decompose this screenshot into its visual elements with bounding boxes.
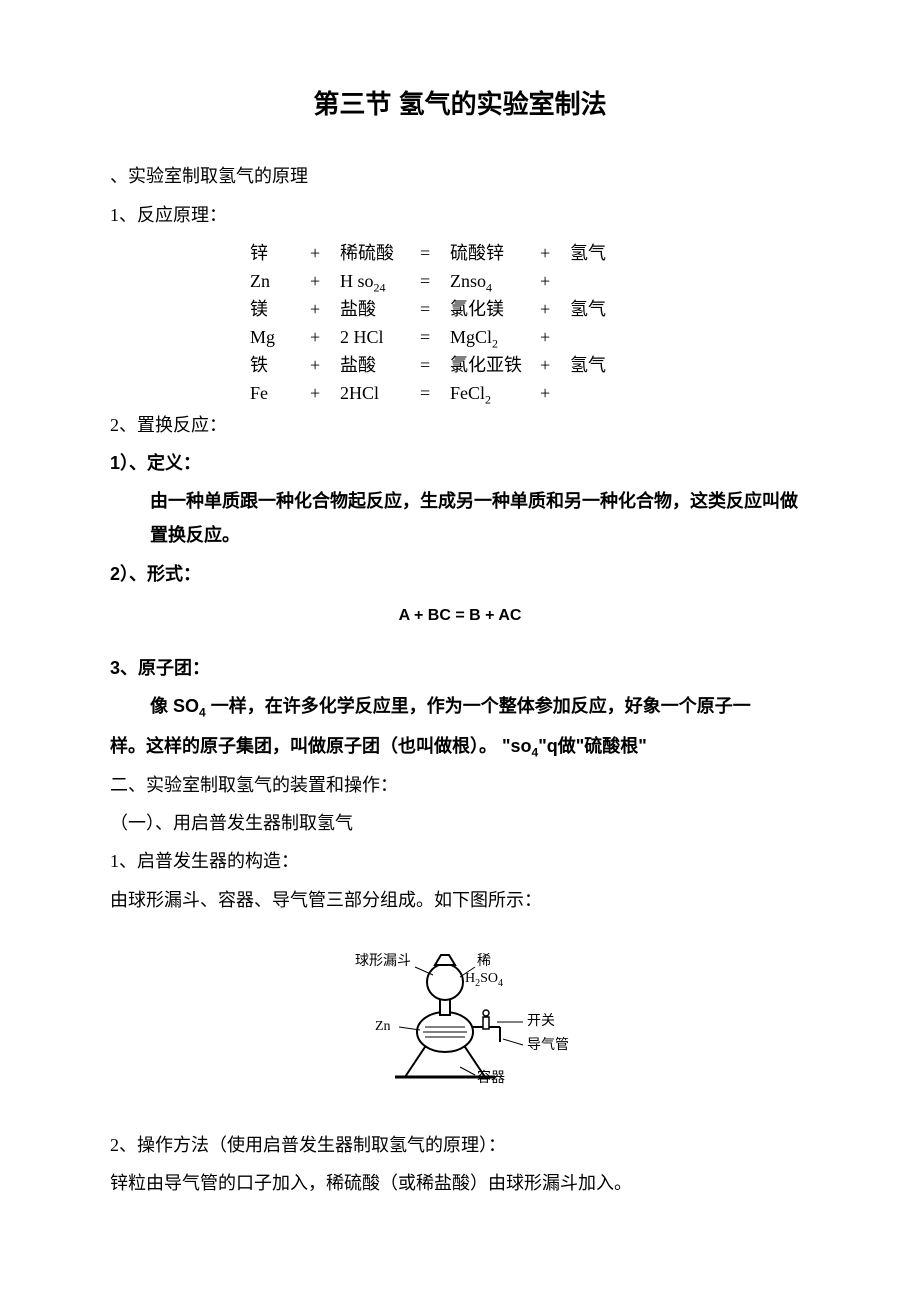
eq-b: 2HCl	[340, 376, 420, 410]
kipp-structure-label: 1、启普发生器的构造：	[110, 844, 810, 878]
eq-row: 镁 + 盐酸 = 氯化镁 + 氢气	[250, 292, 810, 320]
kipp-diagram: 球形漏斗 稀 H2SO4 Zn 开关 导气管 容器	[110, 927, 810, 1108]
eq-b-text: H so	[340, 271, 374, 291]
operation-text: 锌粒由导气管的口子加入，稀硫酸（或稀盐酸）由球形漏斗加入。	[110, 1166, 810, 1200]
label-zn: Zn	[375, 1019, 391, 1034]
label-acid-pre: 稀	[477, 953, 491, 969]
label-tube: 导气管	[527, 1037, 569, 1053]
eq-c-text: FeCl	[450, 383, 485, 403]
atom-group-label: 3、原子团：	[110, 651, 810, 685]
eq-c: FeCl2	[450, 376, 540, 411]
page-title: 第三节 氢气的实验室制法	[110, 80, 810, 129]
section-1-heading: 、实验室制取氢气的原理	[110, 159, 810, 193]
eq-d: 氢气	[570, 236, 630, 270]
eq-row: 铁 + 盐酸 = 氯化亚铁 + 氢气	[250, 348, 810, 376]
formula: A + BC = B + AC	[110, 601, 810, 631]
label-switch: 开关	[527, 1013, 555, 1029]
text: "q做"硫酸根"	[538, 736, 647, 756]
eq-eq: =	[420, 376, 450, 410]
label-acid: H2SO4	[465, 971, 503, 989]
item-displacement: 2、置换反应：	[110, 408, 810, 442]
eq-row: Mg + 2 HCl = MgCl2 +	[250, 320, 810, 348]
eq-c-sub: 2	[485, 392, 491, 406]
label-container: 容器	[477, 1069, 505, 1086]
operation-label: 2、操作方法（使用启普发生器制取氢气的原理）：	[110, 1128, 810, 1162]
kipp-structure-text: 由球形漏斗、容器、导气管三部分组成。如下图所示：	[110, 883, 810, 917]
eq-c-text: Znso	[450, 271, 486, 291]
text: 像 SO	[150, 696, 199, 716]
definition-label: 1）、定义：	[110, 446, 810, 480]
equation-block: 锌 + 稀硫酸 = 硫酸锌 + 氢气 Zn + H so24 = Znso4 +…	[250, 236, 810, 404]
atom-group-p1: 像 SO4 一样，在许多化学反应里，作为一个整体参加反应，好象一个原子一	[150, 689, 810, 724]
section-2-sub1: （一）、用启普发生器制取氢气	[110, 806, 810, 840]
item-reaction-principle: 1、反应原理：	[110, 198, 810, 232]
eq-plus2: +	[540, 376, 570, 410]
section-2-heading: 二、实验室制取氢气的装置和操作：	[110, 768, 810, 802]
label-funnel: 球形漏斗	[355, 953, 411, 969]
eq-row: Fe + 2HCl = FeCl2 +	[250, 376, 810, 404]
text: 一样，在许多化学反应里，作为一个整体参加反应，好象一个原子一	[206, 696, 751, 716]
eq-plus: +	[310, 376, 340, 410]
eq-d: 氢气	[570, 348, 630, 382]
eq-d: 氢气	[570, 292, 630, 326]
eq-row: Zn + H so24 = Znso4 +	[250, 264, 810, 292]
form-label: 2）、形式：	[110, 557, 810, 591]
eq-a: Fe	[250, 376, 310, 410]
sub: 4	[199, 706, 206, 720]
eq-row: 锌 + 稀硫酸 = 硫酸锌 + 氢气	[250, 236, 810, 264]
text: 样。这样的原子集团，叫做原子团（也叫做根）。 "so	[110, 736, 532, 756]
eq-c-text: MgCl	[450, 327, 492, 347]
definition-text: 由一种单质跟一种化合物起反应，生成另一种单质和另一种化合物，这类反应叫做置换反应…	[150, 484, 810, 552]
atom-group-p2: 样。这样的原子集团，叫做原子团（也叫做根）。 "so4"q做"硫酸根"	[110, 729, 810, 764]
